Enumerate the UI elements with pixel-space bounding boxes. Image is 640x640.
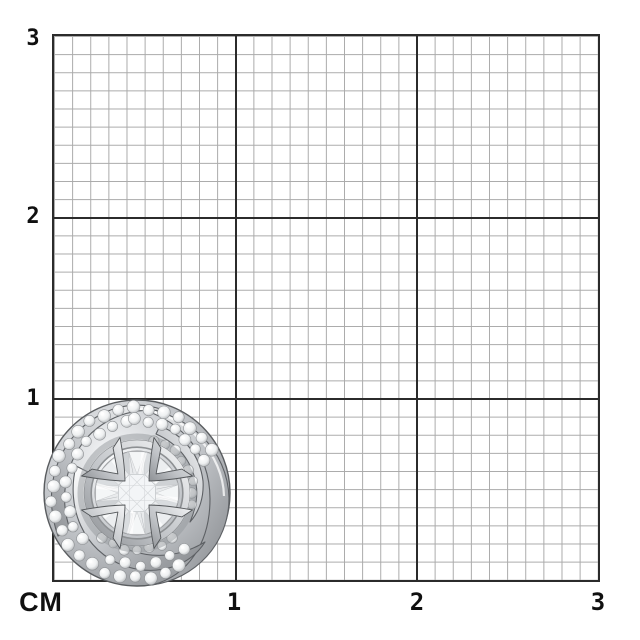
jewelry-image xyxy=(43,399,231,587)
grid-major-line-v-1cm xyxy=(235,36,237,580)
y-axis-tick-3: 3 xyxy=(26,26,40,51)
x-axis-tick-1: 1 xyxy=(226,588,242,616)
prongs xyxy=(81,437,193,549)
bezel-ring xyxy=(77,433,197,553)
y-axis-tick-1: 1 xyxy=(26,386,40,411)
grid-major-line-h-1cm xyxy=(54,398,598,400)
grid-major-line-h-2cm xyxy=(54,217,598,219)
grid-major-line-v-2cm xyxy=(416,36,418,580)
y-axis-tick-2: 2 xyxy=(26,204,40,229)
unit-label-cm: СМ xyxy=(19,587,63,617)
center-stone xyxy=(94,450,180,536)
crescent-inner-top-right xyxy=(155,425,204,523)
x-axis-tick-2: 2 xyxy=(409,588,425,616)
x-axis-tick-3: 3 xyxy=(590,588,606,616)
